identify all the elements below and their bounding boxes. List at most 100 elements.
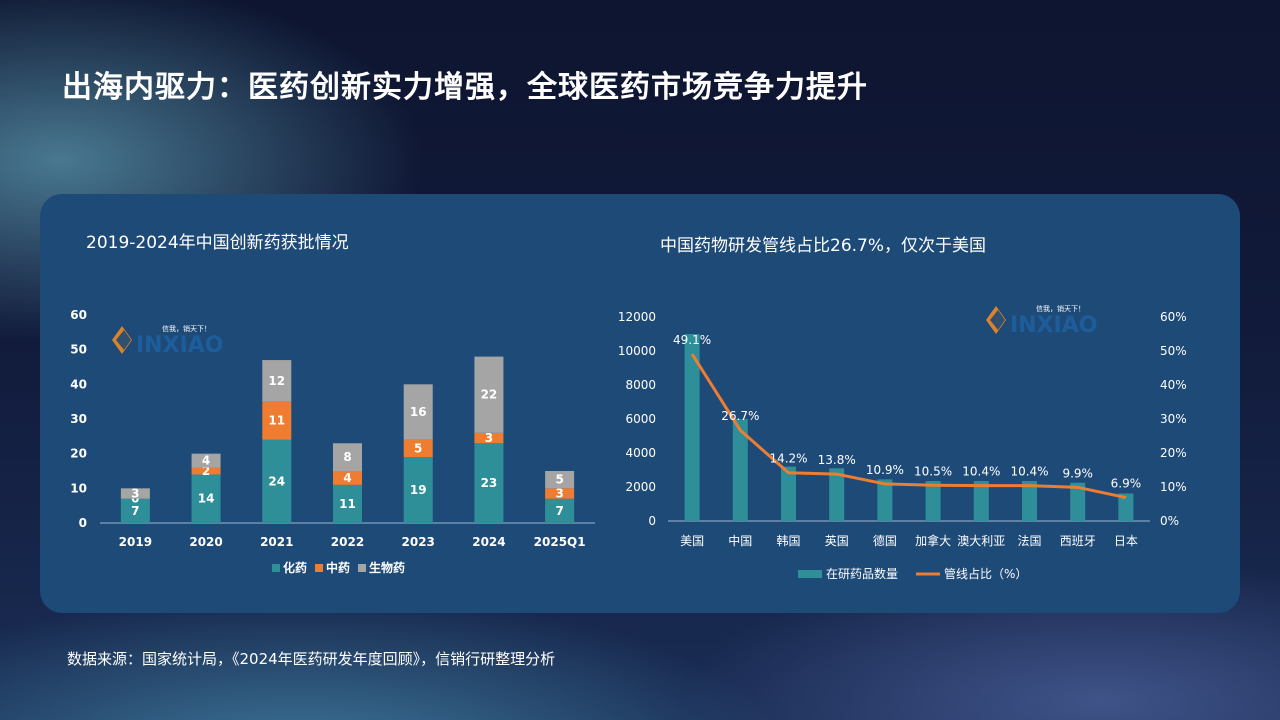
y-tick-label: 20 bbox=[70, 447, 87, 461]
x-tick-label: 韩国 bbox=[776, 533, 800, 548]
source-note: 数据来源：国家统计局，《2024年医药研发年度回顾》，信销行研整理分析 bbox=[67, 650, 556, 668]
bar bbox=[684, 334, 700, 521]
data-label: 3 bbox=[485, 431, 493, 445]
bar bbox=[1118, 493, 1134, 521]
series-line bbox=[690, 353, 1127, 500]
data-label: 16 bbox=[410, 405, 427, 419]
y-right-tick-label: 40% bbox=[1160, 378, 1187, 392]
data-label: 5 bbox=[414, 441, 422, 455]
line-data-label: 14.2% bbox=[769, 452, 807, 466]
legend-swatch bbox=[358, 564, 366, 572]
bar bbox=[829, 468, 845, 521]
data-label: 4 bbox=[202, 454, 210, 468]
legend-swatch-bars bbox=[798, 570, 822, 578]
x-tick-label: 2019 bbox=[119, 535, 152, 549]
y-right-tick-label: 20% bbox=[1160, 446, 1187, 460]
data-label: 14 bbox=[198, 492, 215, 506]
y-left-tick-label: 4000 bbox=[625, 446, 656, 460]
y-right-tick-label: 0% bbox=[1160, 514, 1179, 528]
y-right-tick-label: 50% bbox=[1160, 344, 1187, 358]
data-label: 22 bbox=[481, 388, 498, 402]
bar-segment bbox=[262, 439, 292, 523]
y-left-tick-label: 10000 bbox=[618, 344, 656, 358]
bar bbox=[781, 466, 796, 521]
data-label: 4 bbox=[343, 471, 351, 485]
y-tick-label: 0 bbox=[79, 516, 87, 530]
data-label: 19 bbox=[410, 483, 427, 497]
y-left-tick-label: 2000 bbox=[625, 480, 656, 494]
legend-label-line: 管线占比（%） bbox=[944, 566, 1027, 581]
left-chart-title: 2019-2024年中国创新药获批情况 bbox=[86, 233, 349, 253]
right-chart-title: 中国药物研发管线占比26.7%，仅次于美国 bbox=[660, 236, 987, 256]
y-left-tick-label: 8000 bbox=[625, 378, 656, 392]
x-tick-label: 美国 bbox=[680, 534, 704, 548]
y-right-tick-label: 60% bbox=[1160, 310, 1187, 324]
x-tick-label: 加拿大 bbox=[915, 533, 951, 548]
data-label: 23 bbox=[481, 476, 498, 490]
y-tick-label: 50 bbox=[70, 343, 87, 357]
line-data-label: 10.4% bbox=[962, 465, 1000, 479]
bar-segment bbox=[333, 443, 362, 471]
line-data-label: 10.5% bbox=[914, 464, 952, 478]
y-tick-label: 60 bbox=[70, 308, 87, 322]
legend-swatch bbox=[272, 564, 280, 572]
logo-tagline: 信我，销天下！ bbox=[1036, 304, 1085, 313]
line-data-label: 10.4% bbox=[1010, 465, 1048, 479]
line-data-label: 10.9% bbox=[866, 463, 904, 477]
line-data-label: 13.8% bbox=[818, 453, 856, 467]
bar bbox=[1070, 482, 1086, 521]
chart-panel bbox=[40, 194, 1240, 613]
y-left-tick-label: 12000 bbox=[618, 310, 656, 324]
bar bbox=[877, 479, 893, 521]
bar-segment bbox=[191, 474, 221, 523]
bar bbox=[925, 481, 941, 521]
y-right-tick-label: 10% bbox=[1160, 480, 1187, 494]
x-tick-label: 2025Q1 bbox=[534, 535, 586, 549]
x-tick-label: 西班牙 bbox=[1060, 534, 1096, 548]
data-label: 3 bbox=[131, 487, 139, 501]
logo-mark-inner-icon bbox=[116, 330, 131, 350]
bar-segment bbox=[333, 471, 362, 485]
data-label: 7 bbox=[131, 504, 139, 518]
x-tick-label: 2024 bbox=[472, 535, 505, 549]
bar-segment bbox=[262, 360, 292, 402]
legend-label: 中药 bbox=[326, 560, 350, 575]
x-tick-label: 2020 bbox=[189, 535, 222, 549]
bar bbox=[1022, 481, 1037, 521]
bar-segment bbox=[262, 401, 292, 440]
bar-segment bbox=[403, 439, 433, 458]
bar-segment bbox=[403, 457, 433, 523]
legend-label: 化药 bbox=[283, 560, 307, 575]
data-label: 11 bbox=[268, 414, 285, 428]
data-label: 11 bbox=[339, 497, 356, 511]
x-tick-label: 中国 bbox=[728, 533, 752, 548]
line-data-label: 26.7% bbox=[721, 409, 759, 423]
bar-segment bbox=[545, 488, 575, 499]
y-left-tick-label: 6000 bbox=[625, 412, 656, 426]
bar-segment bbox=[333, 484, 362, 523]
legend-label: 生物药 bbox=[369, 560, 405, 575]
line-data-label: 9.9% bbox=[1062, 466, 1093, 480]
bar-segment bbox=[545, 471, 575, 489]
bar bbox=[732, 419, 748, 521]
bar bbox=[973, 481, 989, 521]
data-label: 8 bbox=[343, 450, 351, 464]
data-label: 7 bbox=[555, 504, 563, 518]
line-data-label: 49.1% bbox=[673, 333, 711, 347]
logo-tagline: 信我，销天下！ bbox=[162, 324, 211, 333]
bar-segment bbox=[403, 384, 433, 440]
x-tick-label: 英国 bbox=[825, 534, 849, 548]
logo-mark-inner-icon bbox=[990, 310, 1005, 330]
legend-swatch bbox=[315, 564, 323, 572]
y-right-tick-label: 30% bbox=[1160, 412, 1187, 426]
line-data-label: 6.9% bbox=[1111, 477, 1142, 491]
x-tick-label: 法国 bbox=[1017, 534, 1041, 548]
bar-segment bbox=[191, 467, 221, 475]
bar-segment bbox=[191, 453, 221, 468]
bar-segment bbox=[120, 498, 150, 523]
y-tick-label: 10 bbox=[70, 481, 87, 495]
x-tick-label: 2023 bbox=[402, 535, 435, 549]
y-tick-label: 40 bbox=[70, 377, 87, 391]
legend-label-bars: 在研药品数量 bbox=[826, 566, 898, 581]
